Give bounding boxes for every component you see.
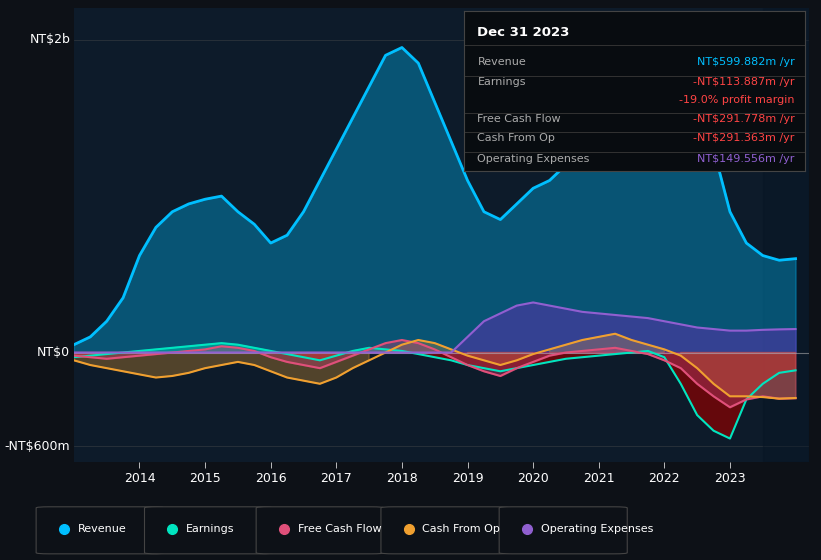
Bar [763, 8, 809, 462]
FancyBboxPatch shape [256, 507, 384, 554]
Text: Operating Expenses: Operating Expenses [540, 524, 653, 534]
Text: Revenue: Revenue [77, 524, 126, 534]
Text: NT$599.882m /yr: NT$599.882m /yr [696, 57, 795, 67]
FancyBboxPatch shape [144, 507, 273, 554]
Text: NT$149.556m /yr: NT$149.556m /yr [697, 154, 795, 164]
Text: Earnings: Earnings [186, 524, 234, 534]
Text: -NT$113.887m /yr: -NT$113.887m /yr [693, 77, 795, 87]
Text: NT$2b: NT$2b [30, 33, 71, 46]
FancyBboxPatch shape [499, 507, 627, 554]
FancyBboxPatch shape [36, 507, 164, 554]
Text: NT$0: NT$0 [37, 346, 71, 359]
Text: Cash From Op: Cash From Op [478, 133, 555, 143]
Text: Dec 31 2023: Dec 31 2023 [478, 26, 570, 39]
Text: Free Cash Flow: Free Cash Flow [478, 114, 561, 124]
Text: -NT$291.363m /yr: -NT$291.363m /yr [693, 133, 795, 143]
Text: Earnings: Earnings [478, 77, 526, 87]
FancyBboxPatch shape [381, 507, 509, 554]
Text: -NT$291.778m /yr: -NT$291.778m /yr [693, 114, 795, 124]
Text: Cash From Op: Cash From Op [422, 524, 500, 534]
Text: Free Cash Flow: Free Cash Flow [297, 524, 381, 534]
Text: Operating Expenses: Operating Expenses [478, 154, 589, 164]
Text: Revenue: Revenue [478, 57, 526, 67]
Text: -19.0% profit margin: -19.0% profit margin [679, 95, 795, 105]
Text: -NT$600m: -NT$600m [5, 440, 71, 453]
